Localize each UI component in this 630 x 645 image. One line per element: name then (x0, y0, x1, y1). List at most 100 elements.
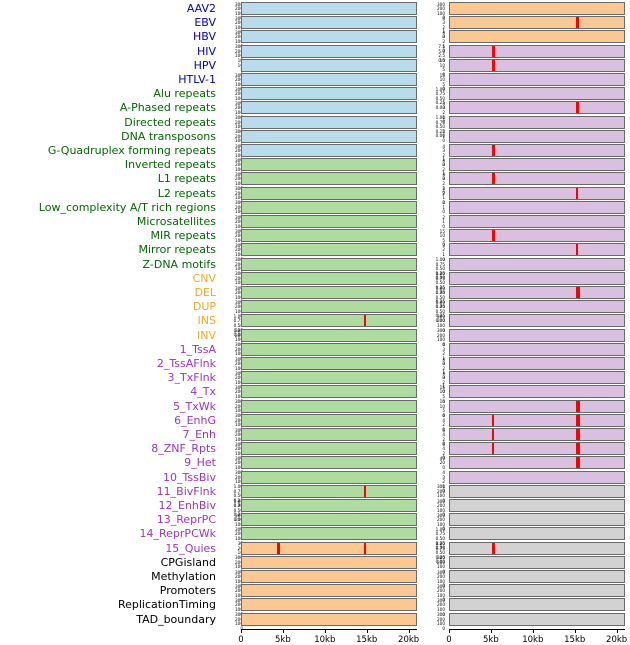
peak-mark (491, 173, 495, 185)
x-axis-tick (241, 628, 242, 633)
right-axis-ticks: 300 200 100 0 (437, 484, 445, 504)
track-panel-right (449, 215, 625, 228)
row-label: 4_Tx (190, 385, 216, 399)
track-panel-right (449, 470, 625, 484)
right-axis-ticks: 300 200 100 0 (437, 512, 445, 532)
track-panel-right (449, 30, 625, 44)
row-label: HIV (196, 44, 216, 58)
track-panel-left (241, 499, 417, 512)
row-label: Low_complexity A/T rich regions (38, 200, 216, 214)
row-label: CPGisland (160, 555, 216, 569)
track-panel-right (449, 115, 625, 129)
right-axis-ticks: 300 200 100 0 (437, 313, 445, 333)
track-panel-right (449, 2, 625, 15)
track-panel-right (449, 527, 625, 541)
track-panel-right (449, 371, 625, 385)
track-panel-right (449, 328, 625, 342)
track-panel-right (449, 286, 625, 299)
peak-mark (576, 102, 580, 114)
row-label: INS (197, 314, 216, 328)
row-label: EBV (194, 16, 216, 30)
track-panel-left (241, 541, 417, 555)
track-panel-right (449, 499, 625, 512)
row-label: Inverted repeats (124, 158, 216, 172)
track-panel-left (241, 186, 417, 200)
track-panel-left (241, 87, 417, 101)
right-axis-ticks: 300 200 100 0 (437, 569, 445, 589)
track-panel-left (241, 357, 417, 370)
right-axis-ticks: 300 200 100 0 (437, 1, 445, 21)
x-axis-tick (366, 628, 368, 633)
track-panel-right (449, 385, 625, 399)
row-label: HPV (193, 58, 216, 72)
row-label: ReplicationTiming (117, 598, 216, 612)
peak-mark (364, 485, 367, 497)
track-panel-left (241, 413, 417, 427)
row-label: TAD_boundary (136, 612, 216, 626)
track-panel-left (241, 584, 417, 598)
row-label: MIR repeats (150, 229, 216, 243)
track-panel-right (449, 513, 625, 527)
track-panel-left (241, 115, 417, 129)
peak-mark (364, 315, 367, 327)
peak-mark (576, 457, 581, 469)
row-label: DNA transposons (121, 129, 216, 143)
peak-mark (576, 17, 580, 29)
track-panel-right (449, 456, 625, 470)
track-panel-left (241, 428, 417, 441)
peak-mark (576, 400, 581, 412)
track-panel-left (241, 342, 417, 356)
peak-mark (277, 542, 281, 554)
peak-mark (576, 414, 581, 426)
peak-mark (576, 187, 579, 199)
track-panel-right (449, 357, 625, 370)
left-axis-ticks: 1.00 0.75 0.50 0.25 0.00 (233, 313, 243, 338)
track-panel-right (449, 271, 625, 285)
row-label: L2 repeats (157, 186, 216, 200)
x-axis-tick (616, 628, 618, 633)
track-panel-right (449, 570, 625, 583)
left-axis-ticks: 1.00 0.75 0.50 0.25 0.00 (233, 484, 243, 508)
track-panel-left (241, 200, 417, 214)
peak-mark (576, 443, 581, 455)
right-axis-ticks: 300 200 100 0 (437, 612, 445, 631)
track-panel-right (449, 300, 625, 314)
track-panel-right (449, 584, 625, 598)
row-label: 14_ReprPCWk (139, 527, 216, 541)
peak-mark (491, 45, 495, 57)
track-panel-right (449, 243, 625, 257)
peak-mark (576, 429, 581, 440)
track-panel-left (241, 58, 417, 72)
peak-mark (491, 230, 495, 242)
row-label: Microsatellites (136, 215, 216, 228)
track-panel-left (241, 30, 417, 44)
track-panel-right (449, 555, 625, 569)
track-panel-left (241, 456, 417, 470)
track-panel-left (241, 513, 417, 527)
row-label: 12_EnhBiv (158, 499, 216, 512)
right-axis-ticks: 1.00 0.75 0.50 0.25 0.00 (435, 271, 445, 295)
x-axis-tick-label: 15kb (356, 634, 378, 645)
track-panel-left (241, 598, 417, 612)
row-label: Methylation (151, 570, 216, 583)
right-axis-ticks: 15 10 5 0 (439, 228, 445, 248)
left-axis-ticks: 1.00 0.75 0.50 0.25 0.00 (233, 498, 243, 522)
right-axis-ticks: 300 200 100 0 (437, 498, 445, 518)
x-axis-tick (324, 628, 326, 633)
track-panel-right (449, 399, 625, 413)
track-panel-right (449, 484, 625, 498)
track-panel-left (241, 399, 417, 413)
row-label: INV (197, 328, 216, 342)
track-panel-left (241, 470, 417, 484)
right-axis-ticks: 15 10 5 0 (439, 399, 445, 418)
right-axis-ticks: 1.00 0.75 0.50 0.25 0.00 (435, 285, 445, 309)
row-label: Directed repeats (124, 115, 216, 129)
row-label: 6_EnhG (174, 413, 216, 427)
row-label: 11_BivFlnk (156, 484, 216, 498)
